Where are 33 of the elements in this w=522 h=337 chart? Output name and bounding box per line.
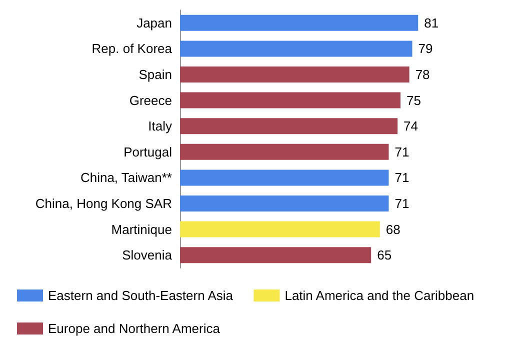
y-tick-label: Rep. of Korea bbox=[92, 41, 173, 56]
bar bbox=[180, 118, 398, 134]
bar bbox=[180, 170, 389, 186]
y-tick-label: Martinique bbox=[111, 222, 172, 237]
data-label: 65 bbox=[377, 248, 392, 263]
bar bbox=[180, 247, 372, 264]
legend-label: Europe and Northern America bbox=[48, 321, 221, 336]
bar bbox=[180, 92, 400, 108]
y-tick-label: Japan bbox=[136, 15, 172, 30]
data-label: 78 bbox=[415, 67, 430, 82]
y-tick-label: China, Hong Kong SAR bbox=[35, 196, 172, 211]
y-tick-label: Slovenia bbox=[122, 248, 173, 263]
bar bbox=[180, 221, 380, 238]
bar bbox=[180, 14, 418, 31]
data-label: 71 bbox=[394, 144, 410, 160]
y-tick-label: China, Taiwan** bbox=[80, 170, 172, 186]
data-label: 68 bbox=[386, 222, 400, 237]
data-label: 71 bbox=[394, 196, 410, 211]
y-tick-label: Portugal bbox=[124, 144, 172, 160]
bar bbox=[180, 66, 410, 82]
data-label: 75 bbox=[406, 92, 421, 108]
data-label: 81 bbox=[424, 15, 439, 30]
legend-label: Latin America and the Caribbean bbox=[284, 288, 474, 303]
y-tick-label: Spain bbox=[138, 67, 172, 82]
y-tick-label: Greece bbox=[129, 92, 172, 108]
bar bbox=[180, 196, 389, 212]
y-tick-label: Italy bbox=[148, 118, 172, 134]
legend-label: Eastern and South-Eastern Asia bbox=[48, 288, 234, 303]
bar bbox=[180, 40, 412, 57]
data-label: 74 bbox=[404, 118, 418, 134]
data-label: 79 bbox=[418, 41, 433, 56]
data-label: 71 bbox=[394, 170, 410, 186]
bar bbox=[180, 144, 389, 160]
